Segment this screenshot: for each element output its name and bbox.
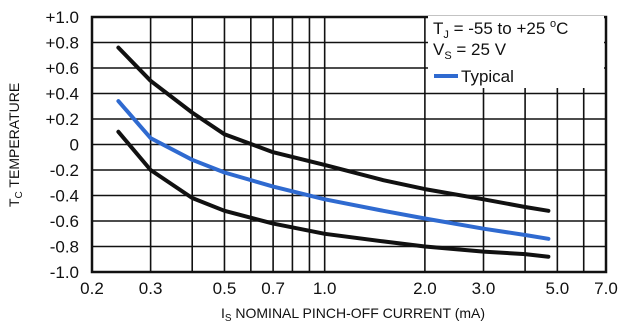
x-axis-title: IS NOMINAL PINCH-OFF CURRENT (mA): [221, 305, 485, 324]
y-tick-label: -0.2: [50, 161, 79, 180]
conditions-box: TJ = -55 to +25 oC VS = 25 V Typical: [428, 16, 604, 88]
x-tick-label: 5.0: [546, 279, 570, 298]
y-tick-label: +0.6: [45, 59, 79, 78]
x-tick-label: 0.5: [213, 279, 237, 298]
x-tick-label: 2.0: [413, 279, 437, 298]
x-tick-labels: 0.2 0.3 0.5 0.7 1.0 2.0 3.0 5.0 7.0: [80, 279, 618, 298]
y-tick-label: +1.0: [45, 8, 79, 27]
y-tick-label: +0.2: [45, 110, 79, 129]
y-tick-label: +0.8: [45, 34, 79, 53]
x-tick-label: 0.2: [80, 279, 104, 298]
y-tick-label: +0.4: [45, 85, 79, 104]
x-tick-label: 1.0: [313, 279, 337, 298]
x-tick-label: 7.0: [594, 279, 618, 298]
plot-border: [90, 15, 608, 274]
annotation-vs: VS = 25 V: [433, 40, 507, 62]
y-tick-label: 0: [70, 136, 79, 155]
y-tick-label: -1.0: [50, 263, 79, 282]
y-tick-label: -0.6: [50, 212, 79, 231]
legend-label-typical: Typical: [461, 67, 514, 86]
plot-frame: [90, 15, 608, 274]
y-axis-title: TC TEMPERATURE: [6, 83, 25, 207]
y-tick-label: -0.8: [50, 238, 79, 257]
x-tick-label: 0.3: [139, 279, 163, 298]
y-tick-labels: +1.0 +0.8 +0.6 +0.4 +0.2 0 -0.2 -0.4 -0.6 -0.8 -1.…: [45, 8, 79, 282]
series-line-0: [116, 45, 551, 213]
series-line-typical: [116, 99, 551, 241]
series-lines: [116, 45, 551, 259]
x-tick-label: 0.7: [261, 279, 285, 298]
series-line-2: [116, 129, 551, 259]
annotation-tj: TJ = -55 to +25 oC: [433, 18, 568, 41]
y-tick-label: -0.4: [50, 187, 79, 206]
x-tick-label: 3.0: [472, 279, 496, 298]
